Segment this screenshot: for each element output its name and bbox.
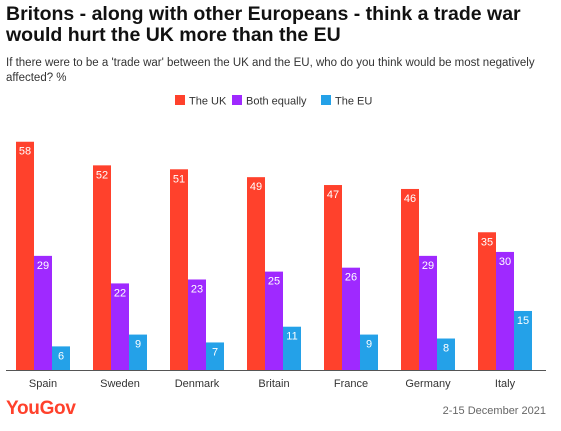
bar-italy-both-equally bbox=[496, 251, 514, 370]
bar-sweden-the-eu bbox=[129, 334, 147, 370]
bar-spain-the-eu bbox=[52, 346, 70, 370]
value-label-denmark-the-uk: 51 bbox=[173, 173, 185, 185]
legend-swatch-the-uk bbox=[175, 95, 185, 105]
value-label-sweden-both-equally: 22 bbox=[114, 287, 126, 299]
value-label-spain-the-eu: 6 bbox=[58, 350, 64, 362]
bars: 58 29 6 52 22 9 51 23 7 49 25 11 47 26 9 46 29 8 35 30 15 bbox=[16, 141, 532, 370]
bar-spain-both-equally bbox=[34, 255, 52, 370]
x-tick-label-spain: Spain bbox=[29, 378, 57, 390]
value-label-france-the-uk: 47 bbox=[327, 189, 339, 201]
x-tick-label-denmark: Denmark bbox=[175, 378, 220, 390]
bar-france-both-equally bbox=[342, 267, 360, 370]
bar-denmark-the-eu bbox=[206, 342, 224, 370]
bar-britain-the-eu bbox=[283, 326, 301, 370]
bar-denmark-the-uk bbox=[170, 169, 188, 370]
value-label-italy-the-eu: 15 bbox=[517, 315, 529, 327]
value-label-denmark-both-equally: 23 bbox=[191, 283, 203, 295]
value-label-britain-both-equally: 25 bbox=[268, 276, 280, 288]
bar-germany-the-uk bbox=[401, 188, 419, 370]
x-tick-label-germany: Germany bbox=[405, 378, 451, 390]
bar-sweden-both-equally bbox=[111, 283, 129, 370]
bar-france-the-eu bbox=[360, 334, 378, 370]
value-label-italy-the-uk: 35 bbox=[481, 236, 493, 248]
bar-germany-the-eu bbox=[437, 338, 455, 370]
bar-britain-both-equally bbox=[265, 271, 283, 370]
survey-date: 2-15 December 2021 bbox=[442, 405, 546, 417]
legend-swatch-the-eu bbox=[321, 95, 331, 105]
bar-denmark-both-equally bbox=[188, 279, 206, 370]
bar-italy-the-eu bbox=[514, 310, 532, 370]
value-label-spain-the-uk: 58 bbox=[19, 146, 31, 158]
bar-germany-both-equally bbox=[419, 255, 437, 370]
x-tick-labels: Spain Sweden Denmark Britain France Germany It… bbox=[29, 378, 516, 390]
value-label-italy-both-equally: 30 bbox=[499, 256, 511, 268]
bar-italy-the-uk bbox=[478, 232, 496, 370]
x-tick-label-sweden: Sweden bbox=[100, 378, 140, 390]
value-label-sweden-the-uk: 52 bbox=[96, 169, 108, 181]
value-label-sweden-the-eu: 9 bbox=[135, 339, 141, 351]
value-label-britain-the-uk: 49 bbox=[250, 181, 262, 193]
bar-france-the-uk bbox=[324, 185, 342, 370]
legend-swatch-both-equally bbox=[232, 95, 242, 105]
chart-title: Britons - along with other Europeans - t… bbox=[6, 3, 521, 46]
x-tick-label-france: France bbox=[334, 378, 368, 390]
bar-britain-the-uk bbox=[247, 177, 265, 370]
value-label-britain-the-eu: 11 bbox=[286, 331, 297, 343]
value-label-germany-the-eu: 8 bbox=[443, 343, 449, 355]
legend: The UK Both equally The EU bbox=[175, 95, 372, 108]
value-label-denmark-the-eu: 7 bbox=[212, 346, 218, 358]
chart-subtitle: If there were to be a 'trade war' betwee… bbox=[6, 57, 535, 84]
value-label-germany-the-uk: 46 bbox=[404, 193, 416, 205]
value-label-spain-both-equally: 29 bbox=[37, 260, 49, 272]
yougov-logo: YouGov bbox=[6, 398, 76, 419]
bar-sweden-the-uk bbox=[93, 165, 111, 370]
legend-label-both-equally: Both equally bbox=[246, 96, 307, 108]
legend-label-the-uk: The UK bbox=[189, 96, 227, 108]
x-tick-label-italy: Italy bbox=[495, 378, 516, 390]
bar-spain-the-uk bbox=[16, 141, 34, 370]
x-tick-label-britain: Britain bbox=[258, 378, 289, 390]
value-label-germany-both-equally: 29 bbox=[422, 260, 434, 272]
value-label-france-both-equally: 26 bbox=[345, 272, 357, 284]
value-label-france-the-eu: 9 bbox=[366, 339, 372, 351]
legend-label-the-eu: The EU bbox=[335, 96, 372, 108]
